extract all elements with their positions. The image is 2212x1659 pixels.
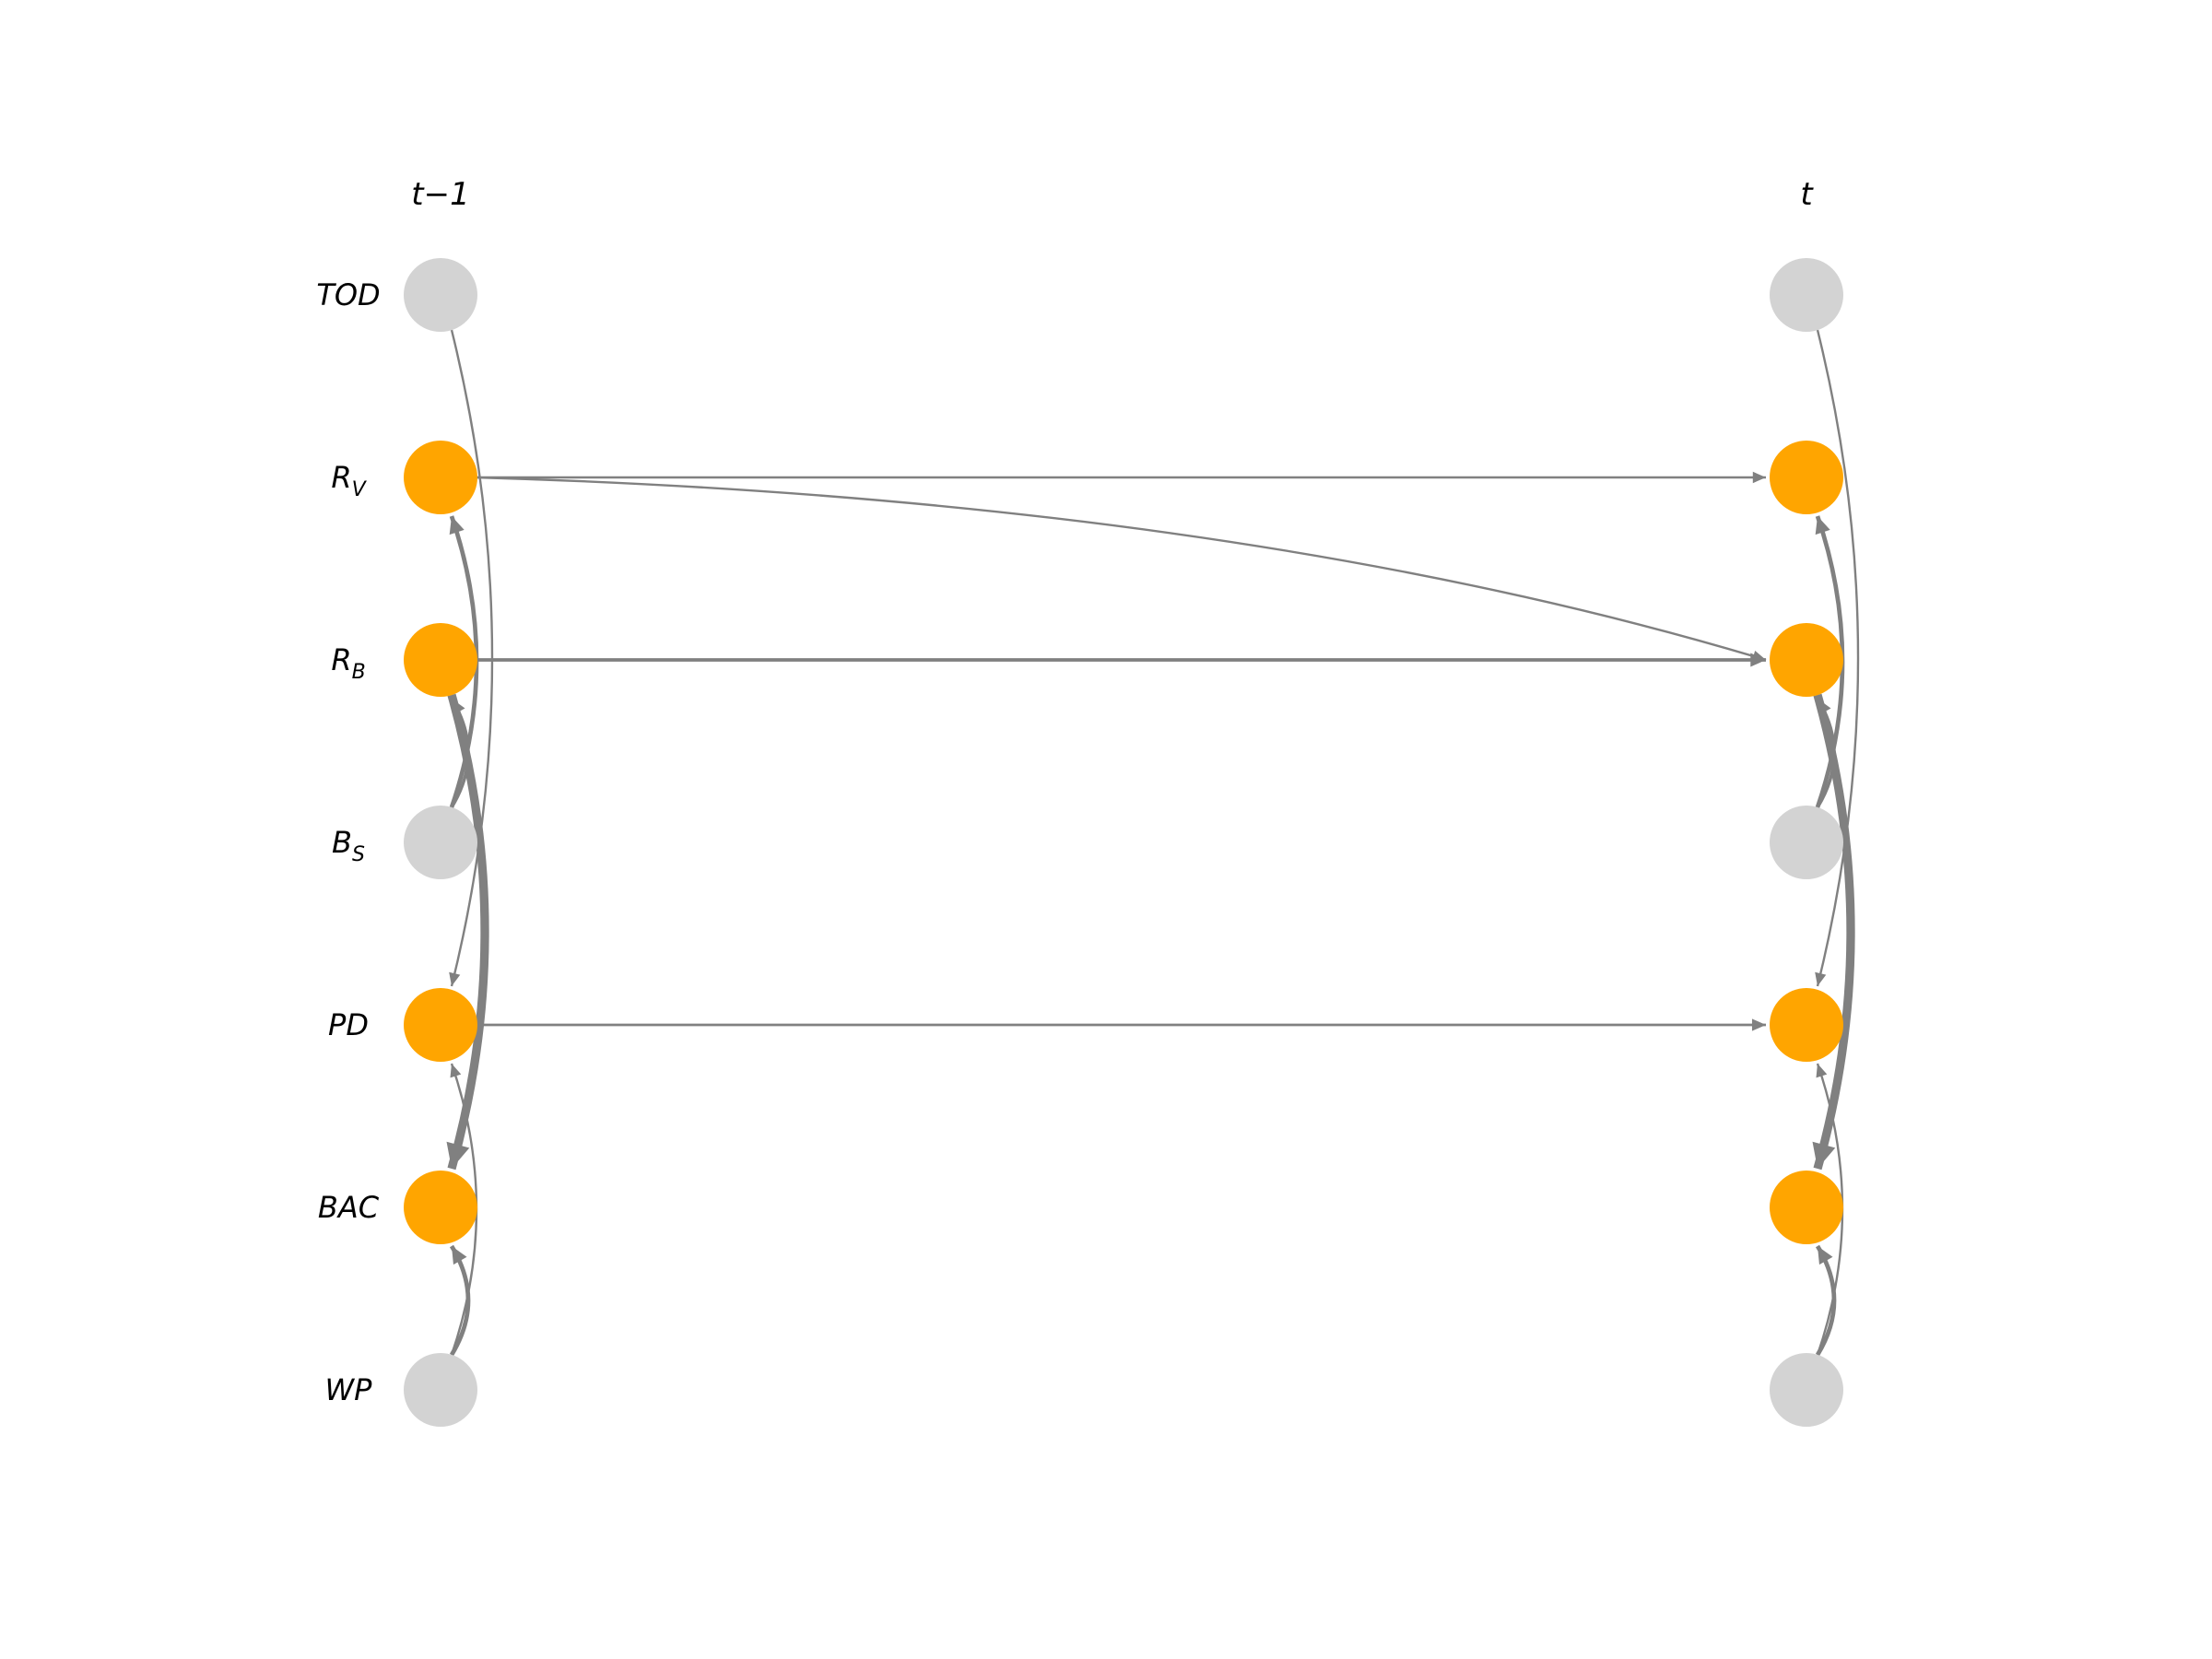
column-header-t: t: [1800, 176, 1814, 213]
edge-rb-to-bac-prev-arrowhead: [446, 1141, 470, 1169]
edge-tod-to-pd-prev: [450, 329, 494, 987]
node-pd-curr: [1770, 988, 1843, 1062]
edge-bs-to-rv-prev-arrowhead: [449, 516, 465, 535]
node-rb-curr: [1770, 623, 1843, 697]
edges-layer: [446, 329, 1860, 1357]
edge-rb-to-bac-prev: [447, 693, 489, 1171]
edge-rv-to-rv-temporal-arrowhead: [1752, 471, 1766, 484]
edge-rv-to-rb-temporal: [475, 476, 1767, 662]
edge-pd-to-pd-temporal-arrowhead: [1751, 1018, 1766, 1031]
node-bs-prev: [404, 806, 477, 879]
node-label-bs: BS: [332, 825, 365, 866]
column-header-t-minus-1: t−1: [411, 176, 469, 213]
node-bac-curr: [1770, 1171, 1843, 1244]
edge-tod-to-pd-prev-arrowhead: [449, 971, 461, 986]
edge-rb-to-bac-curr: [1813, 693, 1855, 1171]
node-rv-curr: [1770, 441, 1843, 514]
node-bs-curr: [1770, 806, 1843, 879]
nodes-layer: [404, 258, 1843, 1427]
node-tod-curr: [1770, 258, 1843, 332]
node-pd-prev: [404, 988, 477, 1062]
node-label-tod: TOD: [316, 277, 380, 312]
node-wp-prev: [404, 1353, 477, 1427]
edge-rb-to-rb-temporal-arrowhead: [1750, 653, 1766, 667]
node-rb-prev: [404, 623, 477, 697]
node-label-subscript-rv: V: [352, 478, 368, 501]
node-label-rb: RB: [331, 642, 365, 684]
node-wp-curr: [1770, 1353, 1843, 1427]
node-label-wp: WP: [325, 1372, 373, 1407]
edge-bs-to-rv-curr-arrowhead: [1815, 516, 1830, 535]
node-label-subscript-bs: S: [352, 843, 365, 866]
node-label-pd: PD: [328, 1007, 369, 1042]
edge-tod-to-pd-curr-arrowhead: [1815, 971, 1827, 986]
edge-wp-to-pd-curr-arrowhead: [1816, 1064, 1828, 1078]
edge-wp-to-bac-prev-arrowhead: [452, 1246, 467, 1265]
edge-rb-to-bac-curr-arrowhead: [1812, 1141, 1836, 1169]
node-tod-prev: [404, 258, 477, 332]
node-label-bac: BAC: [318, 1190, 380, 1225]
node-bac-prev: [404, 1171, 477, 1244]
edge-tod-to-pd-curr: [1816, 329, 1860, 987]
edge-wp-to-pd-prev-arrowhead: [450, 1064, 462, 1078]
node-label-subscript-rb: B: [352, 661, 366, 684]
node-rv-prev: [404, 441, 477, 514]
node-label-rv: RV: [331, 460, 367, 501]
edge-wp-to-bac-curr-arrowhead: [1818, 1246, 1833, 1265]
